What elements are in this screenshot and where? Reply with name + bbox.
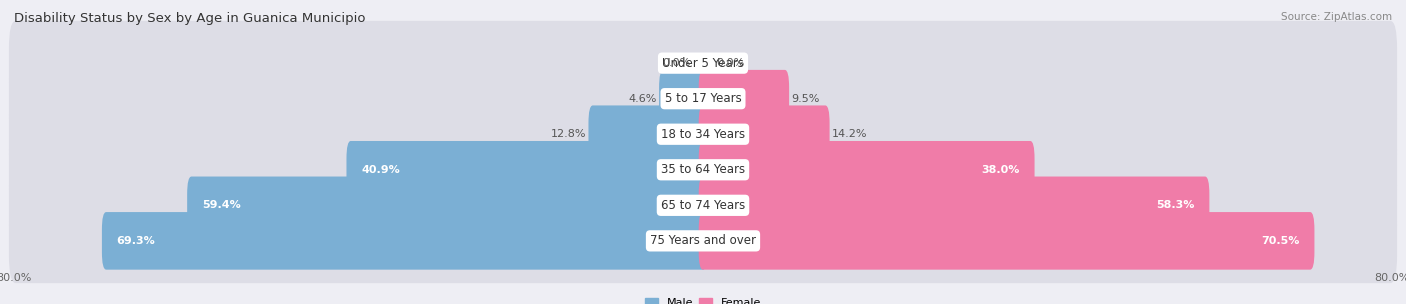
Text: 4.6%: 4.6% <box>628 94 657 104</box>
FancyBboxPatch shape <box>187 177 707 234</box>
Text: 14.2%: 14.2% <box>832 129 868 139</box>
FancyBboxPatch shape <box>101 212 707 270</box>
FancyBboxPatch shape <box>699 70 789 127</box>
FancyBboxPatch shape <box>699 212 1315 270</box>
FancyBboxPatch shape <box>699 177 1209 234</box>
Text: 5 to 17 Years: 5 to 17 Years <box>665 92 741 105</box>
FancyBboxPatch shape <box>8 127 1398 212</box>
Text: 35 to 64 Years: 35 to 64 Years <box>661 163 745 176</box>
Text: 9.5%: 9.5% <box>792 94 820 104</box>
Text: 59.4%: 59.4% <box>202 200 240 210</box>
Text: 58.3%: 58.3% <box>1156 200 1195 210</box>
FancyBboxPatch shape <box>8 56 1398 141</box>
Text: Source: ZipAtlas.com: Source: ZipAtlas.com <box>1281 12 1392 22</box>
FancyBboxPatch shape <box>346 141 707 199</box>
FancyBboxPatch shape <box>8 163 1398 248</box>
FancyBboxPatch shape <box>8 21 1398 105</box>
Text: 38.0%: 38.0% <box>981 165 1019 175</box>
Text: 69.3%: 69.3% <box>117 236 155 246</box>
Text: 40.9%: 40.9% <box>361 165 399 175</box>
Legend: Male, Female: Male, Female <box>640 293 766 304</box>
Text: 0.0%: 0.0% <box>662 58 690 68</box>
Text: Under 5 Years: Under 5 Years <box>662 57 744 70</box>
Text: 0.0%: 0.0% <box>716 58 744 68</box>
Text: 65 to 74 Years: 65 to 74 Years <box>661 199 745 212</box>
FancyBboxPatch shape <box>8 199 1398 283</box>
Text: Disability Status by Sex by Age in Guanica Municipio: Disability Status by Sex by Age in Guani… <box>14 12 366 25</box>
Text: 75 Years and over: 75 Years and over <box>650 234 756 247</box>
Text: 12.8%: 12.8% <box>550 129 586 139</box>
FancyBboxPatch shape <box>8 92 1398 177</box>
FancyBboxPatch shape <box>699 141 1035 199</box>
FancyBboxPatch shape <box>699 105 830 163</box>
FancyBboxPatch shape <box>589 105 707 163</box>
Text: 70.5%: 70.5% <box>1261 236 1299 246</box>
Text: 18 to 34 Years: 18 to 34 Years <box>661 128 745 141</box>
FancyBboxPatch shape <box>659 70 707 127</box>
